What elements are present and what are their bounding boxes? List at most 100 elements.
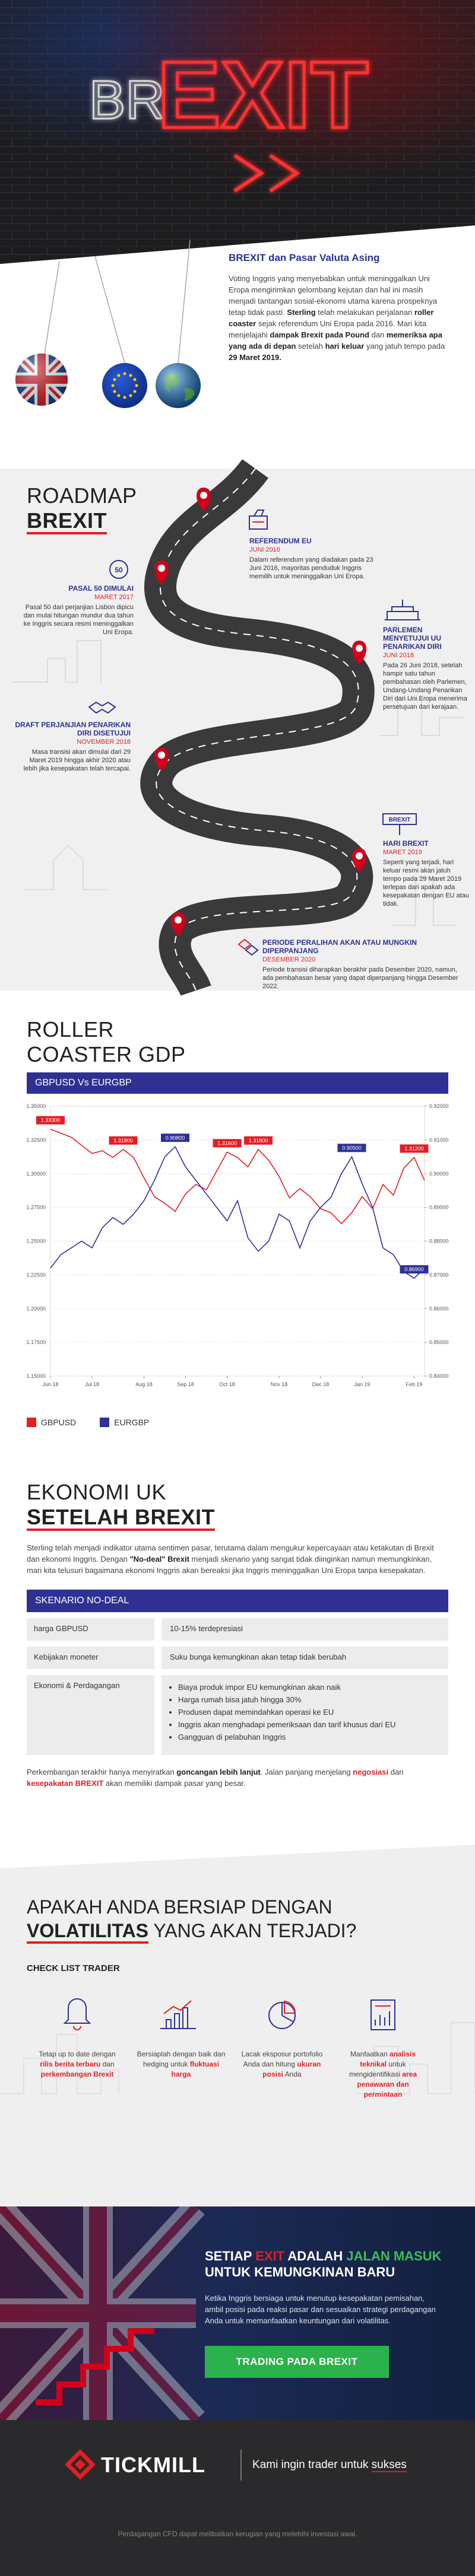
emphasis: area penawaran dan permintaan [357, 2070, 417, 2099]
chart-section-title: ROLLER COASTER GDP [27, 1017, 186, 1067]
milestone: HARI BREXIT MARET 2019 Seperti yang terj… [383, 839, 469, 908]
emphasis: kesepakatan BREXIT [27, 1779, 104, 1788]
bullet-list: Biaya produk impor EU kemungkinan akan n… [170, 1681, 440, 1743]
x-tick-label: Dec 18 [312, 1381, 330, 1387]
x-tick-label: Nov 18 [271, 1381, 288, 1387]
emphasis: Sterling [287, 308, 316, 317]
text-run: Bersiaplah dengan baik dan hedging untuk [137, 2050, 226, 2068]
hero-prefix: BR [89, 70, 165, 130]
y-tick-label: 1.20000 [26, 1305, 46, 1311]
title-run: YANG AKAN TERJADI? [148, 1920, 357, 1941]
chart: 1.35000 1.32500 1.30000 1.27500 1.25000 1.225… [26, 1103, 449, 1387]
legend-item: GBPUSD [27, 1418, 76, 1427]
emphasis: rilis berita terbaru [40, 2060, 101, 2068]
text-run: dari [388, 1768, 404, 1776]
y-tick-label: 1.15000 [26, 1373, 46, 1379]
text-run: Sterling telah menjadi indikator utama s… [27, 1543, 434, 1564]
checklist-item: Lacak eksposur portofolio Anda dan hitun… [238, 2049, 327, 2080]
y2-tick-label: 0.84000 [429, 1373, 449, 1379]
milestone: PASAL 50 DIMULAI MARET 2017 Pasal 50 dar… [18, 584, 134, 636]
chart-title: GBPUSD Vs EURGBP [27, 1072, 448, 1094]
value-label-box [244, 1136, 273, 1145]
y-tick-label: 1.32500 [26, 1137, 46, 1143]
value-label-box [337, 1144, 366, 1152]
value-label-box [400, 1144, 429, 1153]
milestone: PERIODE PERALIHAN AKAN ATAU MUNGKIN DIPE… [262, 938, 464, 991]
milestone-title: PERIODE PERALIHAN AKAN ATAU MUNGKIN DIPE… [262, 938, 417, 955]
y-tick-label: 1.17500 [26, 1339, 46, 1345]
checklist-bg [0, 1845, 475, 2206]
table-cell: Biaya produk impor EU kemungkinan akan n… [162, 1675, 448, 1755]
table-cell: Kebijakan moneter [27, 1647, 154, 1669]
checklist-item: Manfaatkan analisis teknikal untuk mengi… [338, 2049, 428, 2100]
hero-arrows [233, 154, 300, 193]
banner-title: SETIAP EXIT ADALAH JALAN MASUK UNTUK KEM… [205, 2248, 454, 2280]
value-label-box [36, 1116, 65, 1125]
text-run: ADALAH [284, 2249, 347, 2263]
legend: GBPUSD EURGBP [27, 1418, 149, 1427]
emphasis: dampak Brexit pada Pound [270, 330, 369, 339]
emphasis: ukuran posisi [262, 2060, 321, 2078]
x-tick-label: Sep 18 [177, 1381, 194, 1387]
cta-button[interactable]: TRADING PADA BREXIT [205, 2346, 389, 2378]
title-line: ROADMAP [27, 483, 137, 508]
value-label-box [109, 1136, 138, 1145]
checklist-icons [63, 1998, 395, 2030]
balls [15, 240, 201, 408]
title-line: VOLATILITAS YANG AKAN TERJADI? [27, 1919, 357, 1944]
text-run: telah melakukan perjalanan [315, 308, 414, 317]
svg-text:BREXIT: BREXIT [389, 817, 411, 823]
emphasis: fluktuasi harga [171, 2060, 220, 2078]
text-run: yang jatuh tempo pada [364, 342, 445, 351]
text-run: SETIAP [205, 2249, 256, 2263]
emphasis: 29 Maret 2019. [229, 353, 281, 362]
y-tick-label: 1.22500 [26, 1272, 46, 1278]
road: 50 BREXIT [12, 458, 463, 996]
milestone-text: Pasal 50 dari perjanjian Lisbon dipicu d… [23, 604, 134, 636]
value-label: 1.33300 [41, 1117, 61, 1123]
table-cell: Ekonomi & Perdagangan [27, 1675, 154, 1755]
bullet: Inggris akan menghadapi pemeriksaan dan … [178, 1718, 440, 1731]
value-label: 0.90500 [342, 1145, 362, 1151]
intro-text: Voting Inggris yang menyebabkan untuk me… [229, 273, 451, 363]
milestone-text: Seperti yang terjadi, hari keluar resmi … [383, 859, 469, 908]
text-run: akan memiliki dampak pasar yang besar. [103, 1779, 246, 1788]
milestone: PARLEMEN MENYETUJUI UU PENARIKAN DIRI JU… [383, 626, 469, 711]
text-run: . Jalan panjang menjelang [260, 1768, 353, 1776]
disclaimer: Perdagangan CFD dapat melibatkan kerugia… [118, 2530, 357, 2538]
text-run: setelah [296, 342, 325, 351]
x-tick-label: Oct 18 [219, 1381, 235, 1387]
banner-bg [0, 2206, 475, 2420]
x-tick-label: Jan 19 [354, 1381, 370, 1387]
milestone-title: PARLEMEN MENYETUJUI UU PENARIKAN DIRI [383, 626, 442, 651]
eu-ball [102, 363, 147, 408]
milestone-text: Pada 26 Juni 2018, setelah hampir satu t… [383, 662, 467, 711]
bullet: Biaya produk impor EU kemungkinan akan n… [178, 1681, 440, 1693]
legend-label: EURGBP [114, 1418, 150, 1427]
title-line: EKONOMI UK [27, 1480, 167, 1504]
y-tick-label: 1.30000 [26, 1171, 46, 1177]
text-run: menjadi skenario yang sangat tidak diing… [27, 1555, 432, 1575]
x-tick-label: Aug 18 [135, 1381, 153, 1387]
milestone-text: Masa transisi akan dimulai dari 29 Maret… [23, 749, 131, 772]
x-tick-label: Jul 18 [85, 1381, 99, 1387]
legend-item: EURGBP [100, 1418, 149, 1427]
milestone-title: PASAL 50 DIMULAI [68, 584, 134, 593]
roadmap-title: ROADMAP BREXIT [27, 483, 137, 534]
y2-tick-label: 0.90000 [429, 1171, 449, 1177]
y2-tick-label: 0.92000 [429, 1103, 449, 1109]
text-run: dan [100, 2060, 115, 2068]
emphasis: perkembangan Brexit [40, 2070, 114, 2078]
value-label-box [161, 1133, 189, 1142]
y-tick-label: 1.27500 [26, 1205, 46, 1211]
series-line [50, 1128, 425, 1225]
bullet: Produsen dapat memindahkan operasi ke EU [178, 1706, 440, 1718]
text-run: Lacak eksposur portofolio Anda dan hitun… [241, 2050, 323, 2068]
emphasis: EXIT [255, 2249, 285, 2263]
legend-label: GBPUSD [41, 1418, 77, 1427]
series-line [50, 1145, 425, 1279]
text-run: UNTUK KEMUNGKINAN BARU [205, 2265, 395, 2279]
pins [154, 488, 366, 936]
y-tick-label: 1.25000 [26, 1238, 46, 1244]
